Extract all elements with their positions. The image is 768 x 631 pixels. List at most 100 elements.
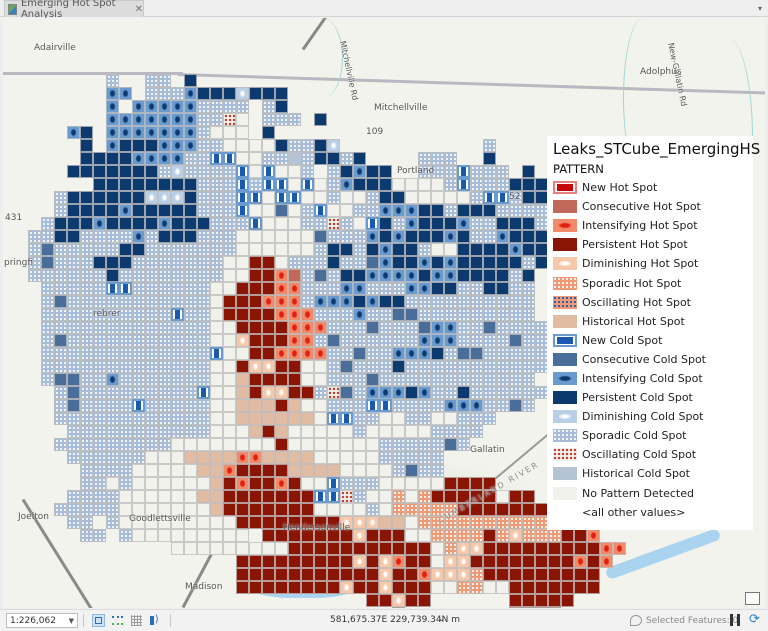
chevron-down-icon[interactable]: ⌄ [438, 614, 446, 624]
grid-cell [54, 217, 67, 230]
grid-cell [132, 282, 145, 295]
grid-cell [54, 243, 67, 256]
legend-label: Oscillating Hot Spot [582, 295, 691, 309]
grid-cell [184, 243, 197, 256]
grid-cell [392, 373, 405, 386]
grid-cell [314, 230, 327, 243]
grid-icon[interactable] [130, 614, 143, 627]
tab-emerging-hot-spot-analysis[interactable]: Emerging Hot Spot Analysis ✕ [4, 0, 144, 20]
grid-cell [132, 295, 145, 308]
grid-cell [262, 412, 275, 425]
grid-cell [197, 100, 210, 113]
snapping-icon[interactable] [111, 614, 124, 627]
grid-cell [275, 152, 288, 165]
close-icon[interactable]: ✕ [134, 3, 143, 15]
grid-cell [106, 100, 119, 113]
grid-cell [405, 399, 418, 412]
grid-cell [210, 243, 223, 256]
grid-cell [171, 334, 184, 347]
grid-cell [119, 321, 132, 334]
grid-cell [418, 152, 431, 165]
grid-cell [80, 516, 93, 529]
grid-cell [54, 295, 67, 308]
grid-cell [80, 503, 93, 516]
grid-cell [405, 178, 418, 191]
grid-cell [275, 438, 288, 451]
place-label: Portland [397, 166, 435, 176]
refresh-icon[interactable]: ⟳ [749, 612, 760, 627]
grid-cell [132, 269, 145, 282]
grid-cell [197, 490, 210, 503]
grid-cell [145, 464, 158, 477]
grid-cell [457, 178, 470, 191]
correction-icon[interactable]: ⟩ [149, 614, 162, 627]
map-overlay-icon[interactable] [745, 592, 760, 605]
legend-item-intensifying-hot: Intensifying Hot Spot [553, 216, 747, 235]
grid-cell [184, 308, 197, 321]
grid-cell [431, 282, 444, 295]
grid-cell [470, 555, 483, 568]
grid-cell [314, 477, 327, 490]
grid-cell [275, 451, 288, 464]
grid-cell [41, 334, 54, 347]
legend-label: Intensifying Cold Spot [582, 371, 703, 385]
grid-cell [223, 321, 236, 334]
grid-cell [262, 555, 275, 568]
grid-cell [418, 477, 431, 490]
grid-cell [54, 282, 67, 295]
grid-cell [301, 360, 314, 373]
grid-cell [288, 386, 301, 399]
grid-cell [275, 295, 288, 308]
grid-cell [145, 347, 158, 360]
grid-cell [275, 503, 288, 516]
grid-cell [158, 87, 171, 100]
grid-cell [197, 178, 210, 191]
grid-cell [210, 152, 223, 165]
legend-item-diminishing-hot: Diminishing Hot Spot [553, 254, 747, 273]
selected-features[interactable]: Selected Features: 0 [630, 615, 738, 626]
grid-cell [574, 581, 587, 594]
grid-cell [314, 438, 327, 451]
grid-cell [197, 243, 210, 256]
scale-value: 1:226,062 [10, 615, 56, 626]
grid-cell [340, 386, 353, 399]
grid-cell [418, 269, 431, 282]
grid-cell [418, 373, 431, 386]
grid-cell [249, 477, 262, 490]
grid-cell [301, 516, 314, 529]
grid-cell [314, 321, 327, 334]
grid-cell [197, 412, 210, 425]
grid-cell [93, 269, 106, 282]
grid-cell [54, 204, 67, 217]
grid-cell [314, 516, 327, 529]
grid-cell [483, 165, 496, 178]
grid-cell [158, 360, 171, 373]
grid-cell [522, 321, 535, 334]
map-view[interactable]: Adairville Mitchellville Adolphus Portland p… [3, 18, 765, 608]
grid-cell [444, 217, 457, 230]
grid-cell [457, 477, 470, 490]
scale-dropdown[interactable]: 1:226,062 ▼ [6, 613, 78, 628]
grid-cell [158, 451, 171, 464]
grid-cell [236, 347, 249, 360]
grid-cell [418, 425, 431, 438]
grid-cell [249, 230, 262, 243]
grid-cell [275, 542, 288, 555]
grid-cell [340, 269, 353, 282]
grid-cell [184, 412, 197, 425]
grid-cell [457, 555, 470, 568]
grid-cell [158, 347, 171, 360]
grid-cell [262, 204, 275, 217]
grid-cell [236, 581, 249, 594]
grid-cell [184, 477, 197, 490]
grid-cell [249, 165, 262, 178]
grid-cell [223, 100, 236, 113]
grid-cell [171, 542, 184, 555]
tab-menu-chevron-icon[interactable]: ▾ [757, 4, 762, 13]
grid-cell [262, 269, 275, 282]
grid-snap-icon[interactable] [92, 614, 105, 627]
grid-cell [418, 191, 431, 204]
grid-cell [249, 412, 262, 425]
grid-cell [496, 230, 509, 243]
pause-drawing-button[interactable] [730, 614, 740, 626]
